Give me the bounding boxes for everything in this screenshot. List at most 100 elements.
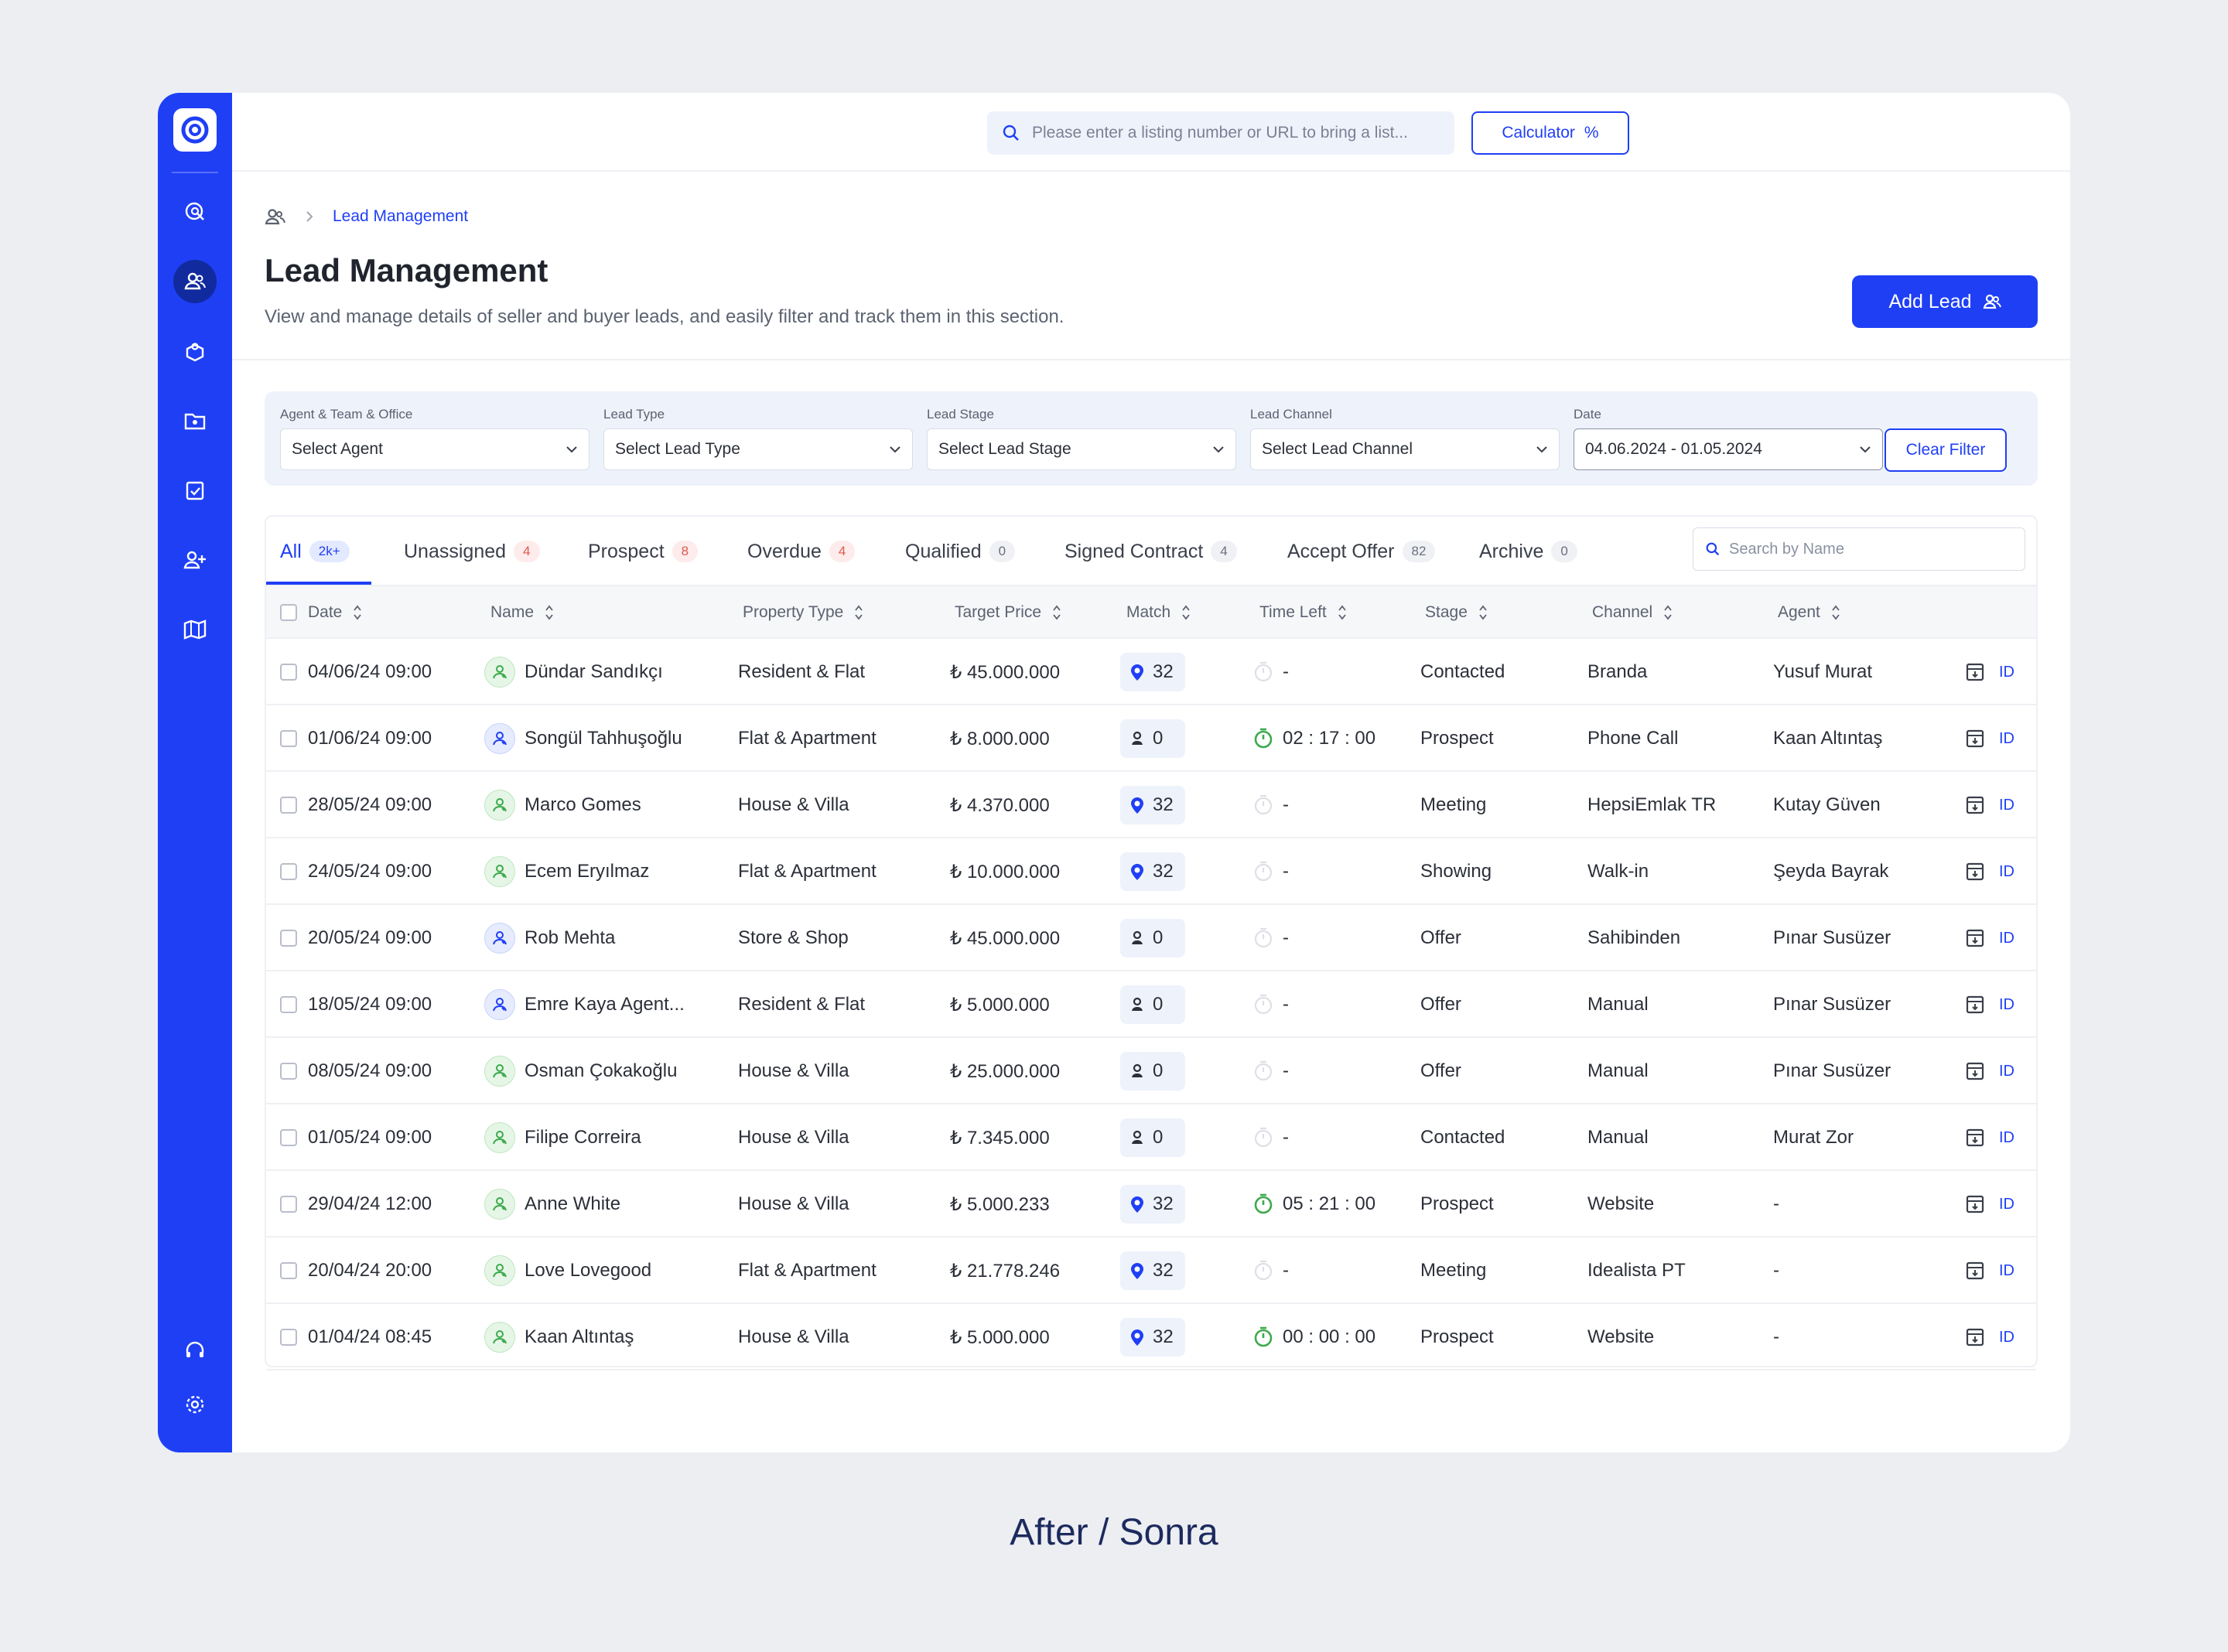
breadcrumb-current[interactable]: Lead Management	[333, 207, 469, 225]
table-row[interactable]: 08/05/24 09:00 Osman Çokakoğlu House & Vil…	[266, 1038, 2036, 1104]
column-date[interactable]: Date	[280, 603, 362, 622]
match-badge[interactable]: 32	[1120, 653, 1185, 691]
id-link[interactable]: ID	[1999, 663, 2014, 681]
sidebar-item-leads[interactable]	[173, 260, 217, 303]
id-link[interactable]: ID	[1999, 1261, 2014, 1279]
tab-signed-contract[interactable]: Signed Contract 4	[1064, 535, 1237, 568]
row-checkbox[interactable]	[280, 930, 297, 947]
column-name[interactable]: Name	[490, 603, 554, 622]
archive-icon[interactable]	[1965, 995, 1985, 1015]
row-checkbox[interactable]	[280, 996, 297, 1013]
table-row[interactable]: 04/06/24 09:00 Dündar Sandıkçı Resident & …	[266, 639, 2036, 705]
row-checkbox[interactable]	[280, 797, 297, 814]
column-time-left[interactable]: Time Left	[1259, 603, 1347, 622]
listing-search-input[interactable]	[1032, 124, 1434, 142]
name-search-input[interactable]	[1729, 540, 2008, 558]
row-checkbox[interactable]	[280, 1196, 297, 1213]
row-name[interactable]: Filipe Correira	[525, 1127, 641, 1148]
sidebar-item-portfolio[interactable]	[173, 329, 217, 373]
match-badge[interactable]: 0	[1120, 1118, 1185, 1157]
sidebar-item-add-user[interactable]	[173, 538, 217, 582]
table-row[interactable]: 20/04/24 20:00 Love Lovegood Flat & Apartm…	[266, 1237, 2036, 1304]
table-row[interactable]: 18/05/24 09:00 Emre Kaya Agent... Resident…	[266, 971, 2036, 1038]
archive-icon[interactable]	[1965, 1261, 1985, 1281]
row-name[interactable]: Songül Tahhuşoğlu	[525, 728, 682, 749]
id-link[interactable]: ID	[1999, 929, 2014, 947]
row-name[interactable]: Anne White	[525, 1193, 621, 1214]
archive-icon[interactable]	[1965, 1194, 1985, 1214]
sidebar-item-support[interactable]	[173, 1329, 217, 1372]
select-all-checkbox[interactable]	[280, 604, 297, 621]
row-name[interactable]: Kaan Altıntaş	[525, 1326, 634, 1347]
table-row[interactable]: 29/04/24 12:00 Anne White House & Villa ₺ 5…	[266, 1171, 2036, 1237]
id-link[interactable]: ID	[1999, 1328, 2014, 1346]
row-name[interactable]: Emre Kaya Agent...	[525, 994, 685, 1015]
id-link[interactable]: ID	[1999, 1195, 2014, 1213]
date-range-select[interactable]: 04.06.2024 - 01.05.2024	[1574, 428, 1883, 470]
match-badge[interactable]: 32	[1120, 852, 1185, 891]
table-row[interactable]: 28/05/24 09:00 Marco Gomes House & Villa ₺ …	[266, 772, 2036, 838]
tab-all[interactable]: All 2k+	[280, 535, 350, 568]
row-checkbox[interactable]	[280, 1129, 297, 1146]
tab-prospect[interactable]: Prospect 8	[588, 535, 699, 568]
table-row[interactable]: 01/06/24 09:00 Songül Tahhuşoğlu Flat & Ap…	[266, 705, 2036, 772]
table-row[interactable]: 24/05/24 09:00 Ecem Eryılmaz Flat & Apartm…	[266, 838, 2036, 905]
id-link[interactable]: ID	[1999, 862, 2014, 880]
column-target-price[interactable]: Target Price	[955, 603, 1061, 622]
listing-search[interactable]	[987, 111, 1454, 155]
lead-stage-select[interactable]: Select Lead Stage	[927, 428, 1236, 470]
app-logo[interactable]	[173, 108, 217, 152]
archive-icon[interactable]	[1965, 795, 1985, 815]
archive-icon[interactable]	[1965, 729, 1985, 749]
tab-accept-offer[interactable]: Accept Offer 82	[1287, 535, 1436, 568]
match-badge[interactable]: 32	[1120, 1318, 1185, 1357]
match-badge[interactable]: 32	[1120, 1185, 1185, 1224]
row-name[interactable]: Ecem Eryılmaz	[525, 861, 650, 882]
clear-filter-button[interactable]: Clear Filter	[1885, 428, 2007, 472]
agent-select[interactable]: Select Agent	[280, 428, 589, 470]
row-checkbox[interactable]	[280, 863, 297, 880]
calculator-button[interactable]: Calculator %	[1471, 111, 1629, 155]
tab-archive[interactable]: Archive 0	[1479, 535, 1577, 568]
match-badge[interactable]: 0	[1120, 985, 1185, 1024]
column-stage[interactable]: Stage	[1425, 603, 1488, 622]
id-link[interactable]: ID	[1999, 1128, 2014, 1146]
row-checkbox[interactable]	[280, 1063, 297, 1080]
lead-channel-select[interactable]: Select Lead Channel	[1250, 428, 1560, 470]
table-row[interactable]: 01/05/24 09:00 Filipe Correira House & Vil…	[266, 1104, 2036, 1171]
sidebar-item-map[interactable]	[173, 608, 217, 651]
id-link[interactable]: ID	[1999, 729, 2014, 747]
table-row[interactable]: 20/05/24 09:00 Rob Mehta Store & Shop ₺ 45.…	[266, 905, 2036, 971]
tab-unassigned[interactable]: Unassigned 4	[404, 535, 540, 568]
row-checkbox[interactable]	[280, 1329, 297, 1346]
row-checkbox[interactable]	[280, 1262, 297, 1279]
archive-icon[interactable]	[1965, 928, 1985, 948]
id-link[interactable]: ID	[1999, 995, 2014, 1013]
row-name[interactable]: Osman Çokakoğlu	[525, 1060, 678, 1081]
table-row[interactable]: 01/04/24 08:45 Kaan Altıntaş House & Villa…	[266, 1304, 2036, 1370]
archive-icon[interactable]	[1965, 862, 1985, 882]
match-badge[interactable]: 32	[1120, 786, 1185, 824]
row-name[interactable]: Rob Mehta	[525, 927, 616, 948]
name-search[interactable]	[1693, 527, 2025, 571]
sidebar-item-folders[interactable]	[173, 399, 217, 442]
lead-type-select[interactable]: Select Lead Type	[603, 428, 913, 470]
match-badge[interactable]: 32	[1120, 1251, 1185, 1290]
add-lead-button[interactable]: Add Lead	[1852, 275, 2038, 328]
column-match[interactable]: Match	[1126, 603, 1191, 622]
row-checkbox[interactable]	[280, 664, 297, 681]
tab-qualified[interactable]: Qualified 0	[905, 535, 1016, 568]
archive-icon[interactable]	[1965, 1327, 1985, 1347]
match-badge[interactable]: 0	[1120, 919, 1185, 957]
row-checkbox[interactable]	[280, 730, 297, 747]
sidebar-item-search-listings[interactable]	[173, 190, 217, 234]
row-name[interactable]: Love Lovegood	[525, 1260, 652, 1281]
row-name[interactable]: Marco Gomes	[525, 794, 641, 815]
match-badge[interactable]: 0	[1120, 1052, 1185, 1091]
archive-icon[interactable]	[1965, 662, 1985, 682]
sidebar-item-settings[interactable]	[173, 1383, 217, 1426]
id-link[interactable]: ID	[1999, 796, 2014, 814]
column-channel[interactable]: Channel	[1592, 603, 1673, 622]
tab-overdue[interactable]: Overdue 4	[747, 535, 856, 568]
row-name[interactable]: Dündar Sandıkçı	[525, 661, 663, 682]
